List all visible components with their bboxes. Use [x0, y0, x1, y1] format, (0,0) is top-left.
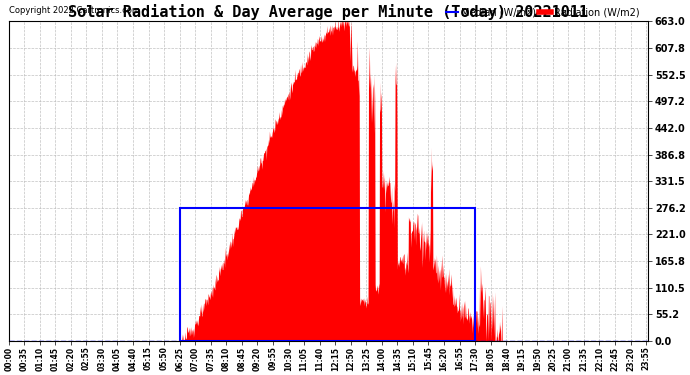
Legend: Median (W/m2), Radiation (W/m2): Median (W/m2), Radiation (W/m2)	[442, 4, 643, 22]
Bar	[179, 208, 475, 341]
Title: Solar Radiation & Day Average per Minute (Today) 20221011: Solar Radiation & Day Average per Minute…	[68, 4, 589, 20]
Text: Copyright 2022 Cartronics.com: Copyright 2022 Cartronics.com	[9, 6, 139, 15]
